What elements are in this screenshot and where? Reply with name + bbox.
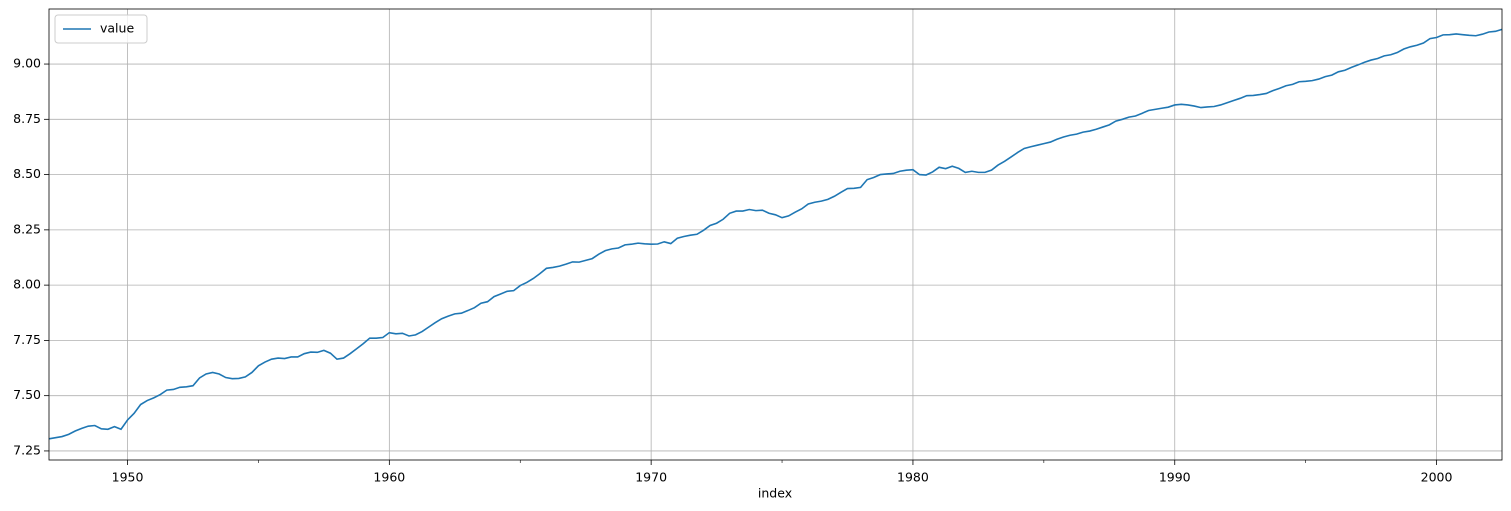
x-tick-label: 1960 (373, 470, 405, 485)
legend-label: value (100, 21, 134, 36)
y-tick-label: 7.75 (13, 332, 41, 347)
y-tick-label: 8.25 (13, 221, 41, 236)
x-tick-label: 1970 (635, 470, 667, 485)
x-axis-label: index (758, 486, 792, 501)
x-tick-label: 2000 (1421, 470, 1453, 485)
y-tick-label: 7.50 (13, 387, 41, 402)
y-tick-label: 8.50 (13, 166, 41, 181)
x-tick-label: 1990 (1159, 470, 1191, 485)
y-tick-label: 8.00 (13, 277, 41, 292)
x-tick-label: 1950 (112, 470, 144, 485)
y-tick-label: 7.25 (13, 442, 41, 457)
x-tick-label: 1980 (897, 470, 929, 485)
line (48, 28, 1503, 440)
y-tick-label: 9.00 (13, 56, 41, 71)
y-tick-label: 8.75 (13, 111, 41, 126)
plot-frame (48, 8, 1503, 461)
legend-box (54, 14, 148, 44)
